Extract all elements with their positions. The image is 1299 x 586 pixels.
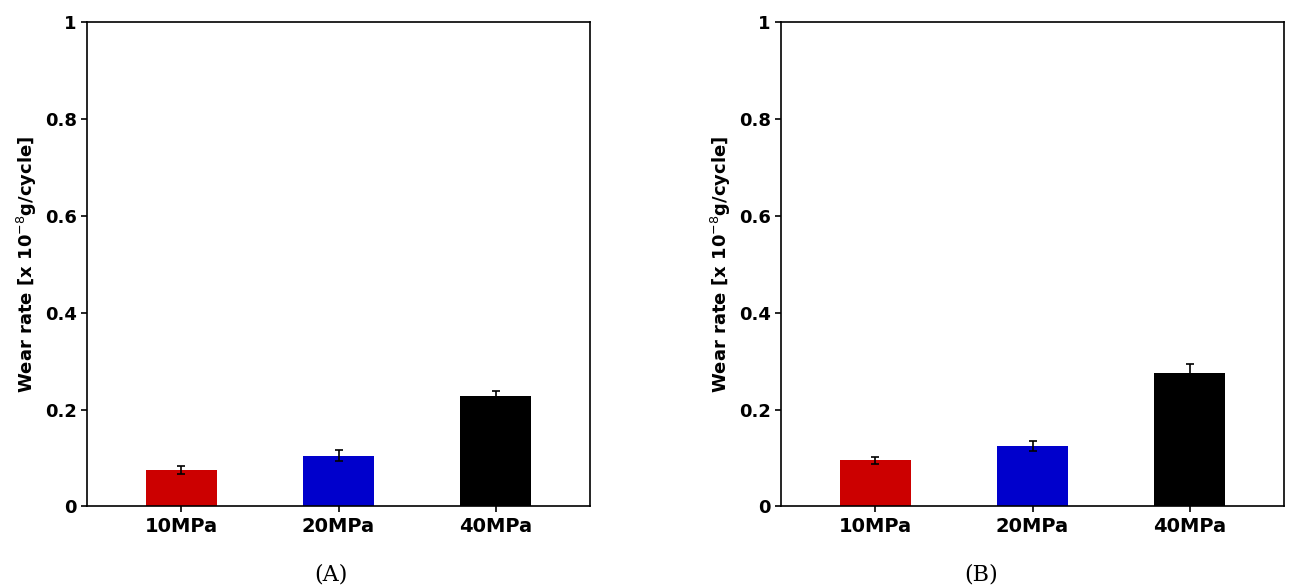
Text: (A): (A) (314, 563, 348, 585)
Bar (840, 461, 911, 506)
Bar (460, 396, 531, 506)
Y-axis label: Wear rate [x 10$^{-8}$g/cycle]: Wear rate [x 10$^{-8}$g/cycle] (709, 135, 733, 393)
Bar (303, 455, 374, 506)
Bar (145, 470, 217, 506)
Y-axis label: Wear rate [x 10$^{-8}$g/cycle]: Wear rate [x 10$^{-8}$g/cycle] (16, 135, 39, 393)
Bar (998, 446, 1068, 506)
Text: (B): (B) (964, 563, 998, 585)
Bar (1155, 373, 1225, 506)
